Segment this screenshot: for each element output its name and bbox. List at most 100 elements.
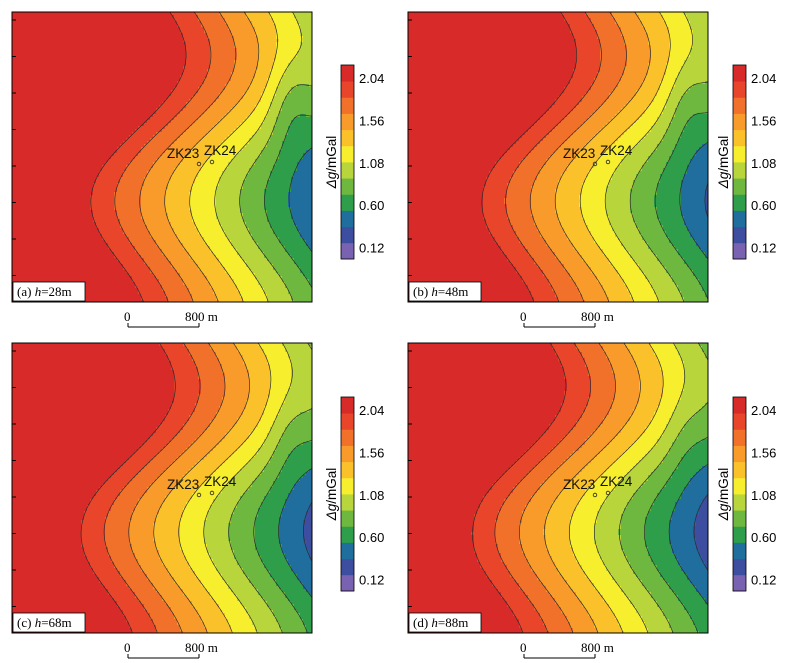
panel-value: =88m	[438, 615, 468, 630]
colorbar-swatch	[733, 461, 746, 479]
panel-letter: (d)	[413, 615, 431, 630]
well-label-zk23: ZK23	[563, 146, 595, 161]
well-label-zk24: ZK24	[600, 143, 633, 158]
colorbar-swatch	[733, 81, 746, 98]
panel-variable: h	[431, 615, 438, 630]
colorbar: 2.04 1.56 1.08 0.60 0.12 Δg/mGal	[324, 396, 384, 592]
scale-end: 800 m	[185, 640, 218, 655]
colorbar-tick-label: 0.60	[359, 198, 384, 213]
scale-end: 800 m	[581, 309, 614, 324]
colorbar-swatch	[733, 97, 746, 114]
contour-field	[408, 343, 708, 633]
scale-start: 0	[124, 640, 131, 655]
colorbar-swatch	[733, 526, 746, 543]
map-frame	[11, 11, 313, 303]
colorbar-swatch	[341, 526, 354, 543]
colorbar-swatch	[341, 145, 354, 163]
colorbar-swatch	[733, 397, 746, 414]
colorbar: 2.04 1.56 1.08 0.60 0.12 Δg/mGal	[716, 396, 776, 592]
panel-b: ZK23 ZK24 (b) h=48m 0 800 m 2.04 1.56 1.08 0.60 0…	[407, 11, 776, 328]
colorbar-swatch	[733, 129, 746, 147]
panel-value: =28m	[41, 284, 71, 299]
colorbar-swatch	[733, 194, 746, 211]
well-label-zk23: ZK23	[167, 477, 199, 492]
colorbar-tick-label: 2.04	[359, 403, 384, 418]
well-marker-zk23	[592, 161, 598, 167]
well-marker-zk24	[209, 490, 215, 496]
colorbar-swatch	[341, 397, 354, 414]
well-marker-zk24	[605, 159, 611, 165]
colorbar-swatch	[733, 145, 746, 163]
colorbar-tick-label: 1.08	[359, 156, 384, 171]
well-marker-zk23	[196, 492, 202, 498]
colorbar-swatch	[733, 413, 746, 430]
colorbar-swatch	[733, 445, 746, 463]
scale-start: 0	[520, 640, 527, 655]
colorbar-tick-label: 1.08	[751, 488, 776, 503]
panel-variable: h	[35, 615, 42, 630]
panel-letter: (a)	[17, 284, 35, 299]
colorbar-tick-label: 0.60	[359, 530, 384, 545]
panel-a: ZK23 ZK24 (a) h=28m 0 800 m 2.04 1.56 1.08 0.60 0…	[11, 11, 384, 328]
colorbar-swatch	[733, 477, 746, 495]
colorbar-tick-label: 1.56	[751, 113, 776, 128]
colorbar-swatch	[733, 210, 746, 228]
colorbar-title: Δg/mGal	[716, 468, 731, 522]
colorbar-tick-label: 0.60	[751, 198, 776, 213]
well-marker-zk23	[592, 492, 598, 498]
colorbar-swatch	[733, 226, 746, 244]
well-label-zk24: ZK24	[204, 474, 237, 489]
contour-lines	[80, 343, 312, 633]
colorbar-swatch	[341, 510, 354, 527]
colorbar-tick-label: 0.12	[359, 240, 384, 255]
colorbar-tick-label: 0.12	[751, 240, 776, 255]
map-frame	[11, 342, 313, 634]
colorbar-swatch	[341, 178, 354, 195]
panel-label: (d) h=88m	[408, 612, 482, 633]
colorbar-swatch	[341, 558, 354, 576]
colorbar-tick-label: 1.56	[751, 445, 776, 460]
scale-bar: 0 800 m	[124, 640, 218, 659]
colorbar-tick-label: 2.04	[751, 403, 776, 418]
colorbar-tick-label: 1.56	[359, 445, 384, 460]
colorbar-swatch	[341, 574, 354, 592]
colorbar-swatch	[341, 129, 354, 147]
well-label-zk23: ZK23	[563, 477, 595, 492]
colorbar-swatch	[733, 242, 746, 260]
scale-start: 0	[520, 309, 527, 324]
contour-lines	[90, 12, 312, 302]
colorbar-swatch	[733, 494, 746, 511]
colorbar-swatch	[341, 494, 354, 511]
well-label-zk23: ZK23	[167, 146, 199, 161]
colorbar-swatch	[341, 242, 354, 260]
panel-label: (a) h=28m	[12, 281, 86, 302]
panel-letter: (c)	[17, 615, 35, 630]
scale-bar: 0 800 m	[520, 640, 614, 659]
colorbar-swatch	[341, 413, 354, 430]
colorbar-swatch	[733, 178, 746, 195]
colorbar: 2.04 1.56 1.08 0.60 0.12 Δg/mGal	[716, 64, 776, 260]
colorbar-swatch	[733, 510, 746, 527]
colorbar-swatch	[733, 113, 746, 131]
scale-start: 0	[124, 309, 131, 324]
colorbar-swatch	[341, 162, 354, 179]
colorbar-swatch	[341, 226, 354, 244]
scale-end: 800 m	[581, 640, 614, 655]
colorbar-swatch	[733, 429, 746, 446]
well-marker-zk24	[209, 159, 215, 165]
colorbar-swatch	[733, 162, 746, 179]
scale-bar: 0 800 m	[520, 309, 614, 328]
colorbar-swatch	[341, 445, 354, 463]
colorbar-swatch	[341, 81, 354, 98]
colorbar-swatch	[341, 429, 354, 446]
panel-value: =68m	[41, 615, 71, 630]
colorbar-tick-label: 0.60	[751, 530, 776, 545]
colorbar-tick-label: 2.04	[359, 71, 384, 86]
colorbar-tick-label: 2.04	[751, 71, 776, 86]
colorbar-swatch	[341, 477, 354, 495]
colorbar-title: Δg/mGal	[716, 136, 731, 190]
well-marker-zk24	[605, 490, 611, 496]
panel-label: (c) h=68m	[12, 612, 86, 633]
panel-variable: h	[431, 284, 438, 299]
